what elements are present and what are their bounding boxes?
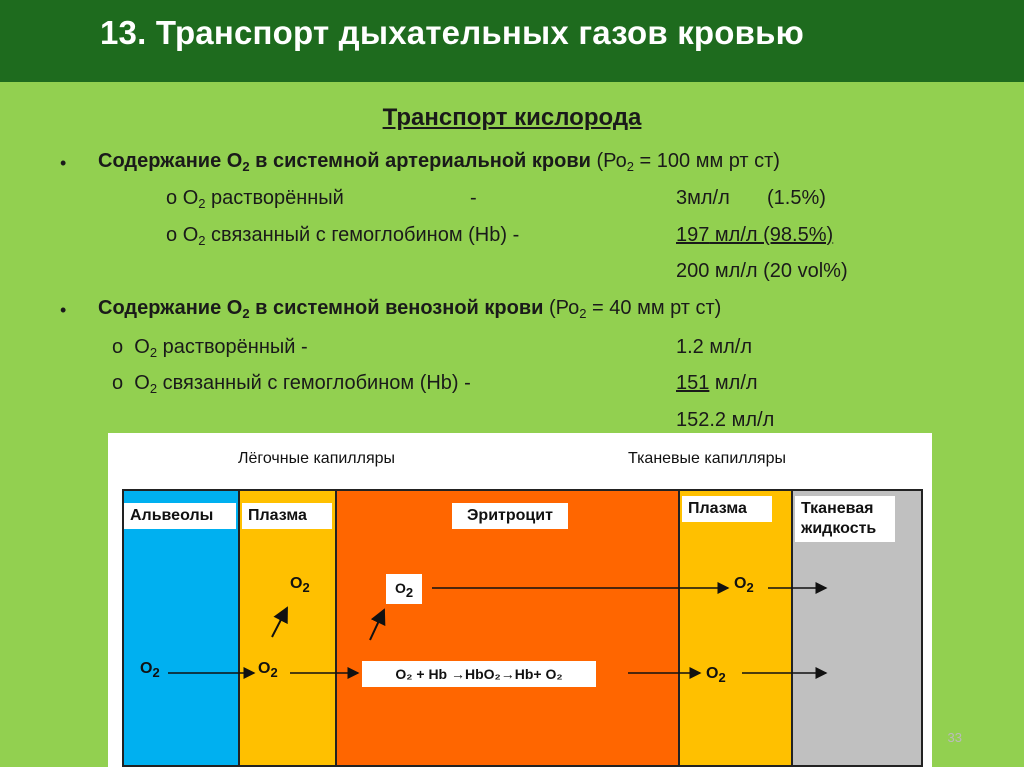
arterial-item-bound: o О2 связанный с гемоглобином (Hb) - bbox=[166, 224, 520, 248]
bullet-venous: • bbox=[60, 300, 67, 320]
arrow-erythrocyte-up bbox=[369, 608, 386, 641]
venous-item-dissolved: o О2 растворённый - bbox=[112, 336, 308, 360]
o2-plasma-right-upper: O2 bbox=[734, 575, 754, 595]
o2-plasma-upper: O2 bbox=[290, 575, 310, 595]
slide-title: 13. Транспорт дыхательных газов кровью bbox=[100, 14, 804, 51]
arterial-total: 200 мл/л (20 vol%) bbox=[676, 260, 848, 282]
arrow-plasma-up bbox=[271, 606, 288, 638]
alveoli-label: Альвеолы bbox=[124, 503, 236, 529]
section-subtitle: Транспорт кислорода bbox=[382, 104, 642, 131]
o2-alveoli: O2 bbox=[140, 660, 160, 680]
arterial-dissolved-value: 3мл/л bbox=[676, 187, 730, 209]
plasma-left-label: Плазма bbox=[242, 503, 332, 529]
tissue-fluid-label: Тканевая жидкость bbox=[795, 496, 895, 542]
page-number: 33 bbox=[947, 730, 962, 745]
venous-bound-value: 151 мл/л bbox=[676, 372, 758, 394]
arterial-item-dissolved: o О2 растворённый bbox=[166, 187, 344, 211]
o2-erythrocyte-box: O2 bbox=[386, 574, 422, 604]
pulmonary-capillaries-label: Лёгочные капилляры bbox=[238, 450, 396, 467]
venous-dissolved-value: 1.2 мл/л bbox=[676, 336, 753, 358]
tissue-capillaries-label: Тканевые капилляры bbox=[628, 450, 786, 467]
column-plasma-left bbox=[238, 489, 337, 767]
bullet-arterial: • bbox=[60, 153, 67, 173]
title-bar: 13. Транспорт дыхательных газов кровью bbox=[0, 0, 1024, 82]
venous-item-bound: o О2 связанный с гемоглобином (Hb) - bbox=[112, 372, 471, 396]
column-erythrocyte bbox=[335, 489, 680, 767]
arterial-dissolved-dash: - bbox=[470, 187, 477, 209]
plasma-right-label: Плазма bbox=[682, 496, 772, 522]
venous-heading: Содержание О2 в системной венозной крови… bbox=[98, 297, 722, 321]
arterial-dissolved-percent: (1.5%) bbox=[767, 187, 826, 209]
column-plasma-right bbox=[678, 489, 793, 767]
reaction-box: O₂ + Hb →HbO₂→Hb+ O₂ bbox=[362, 661, 596, 687]
o2-plasma-lower: O2 bbox=[258, 660, 278, 680]
o2-plasma-right-lower: O2 bbox=[706, 665, 726, 685]
arterial-bound-value: 197 мл/л (98.5%) bbox=[676, 224, 834, 246]
venous-total: 152.2 мл/л bbox=[676, 409, 775, 431]
erythrocyte-label: Эритроцит bbox=[452, 503, 568, 529]
arterial-heading: Содержание О2 в системной артериальной к… bbox=[98, 150, 780, 174]
